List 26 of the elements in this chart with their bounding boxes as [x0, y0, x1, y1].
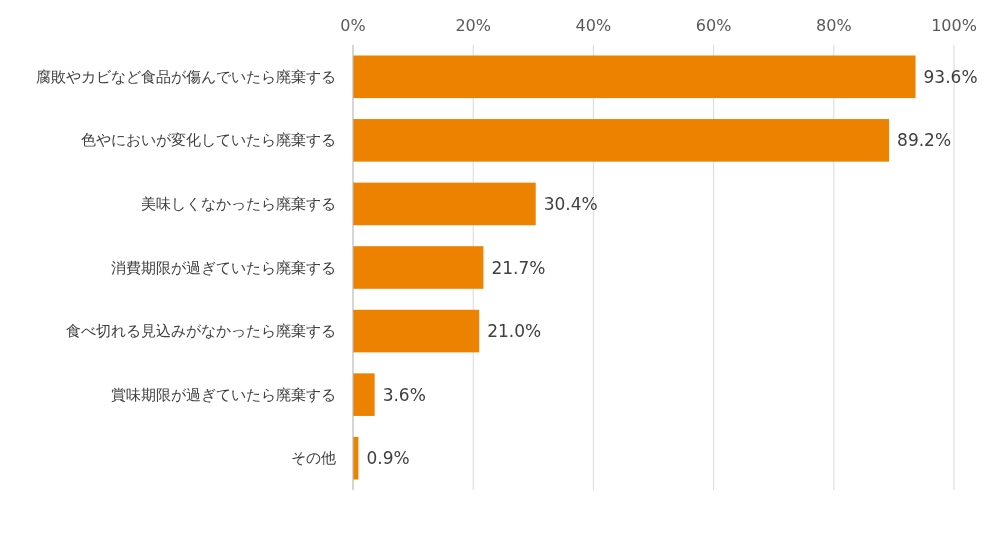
bar [353, 246, 484, 289]
x-tick-label: 80% [816, 16, 852, 35]
y-tick-label: その他 [291, 449, 336, 468]
x-tick-label: 40% [575, 16, 612, 35]
data-label: 89.2% [897, 130, 952, 151]
data-label: 93.6% [923, 66, 978, 87]
y-tick-label: 食べ切れる見込みがなかったら廃棄する [66, 322, 336, 341]
bar [353, 373, 375, 416]
x-tick-label: 100% [931, 16, 977, 35]
x-tick-label: 20% [455, 16, 491, 35]
x-tick-label: 0% [340, 16, 366, 35]
bar [353, 55, 916, 99]
y-tick-label: 消費期限が過ぎていたら廃棄する [111, 258, 336, 277]
data-label: 21.0% [487, 321, 542, 342]
data-label: 0.9% [366, 448, 410, 469]
bar [353, 182, 536, 226]
bar [353, 119, 890, 162]
x-tick-label: 60% [695, 16, 732, 35]
y-tick-label: 賞味期限が過ぎていたら廃棄する [111, 385, 336, 404]
data-label: 3.6% [382, 384, 426, 405]
data-label: 21.7% [491, 257, 546, 278]
y-tick-label: 色やにおいが変化していたら廃棄する [81, 131, 336, 150]
bar [353, 309, 480, 353]
y-tick-label: 腐敗やカビなど食品が傷んでいたら廃棄する [36, 67, 336, 86]
data-label: 30.4% [543, 193, 598, 214]
y-tick-label: 美味しくなかったら廃棄する [141, 194, 336, 213]
